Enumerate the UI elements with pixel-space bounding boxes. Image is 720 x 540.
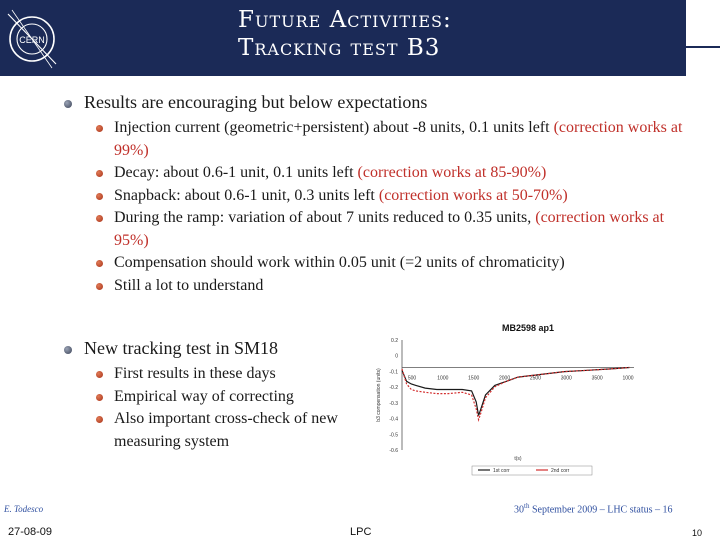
sub-bullet-icon (96, 260, 103, 267)
sub-bullet-understand: Still a lot to understand (62, 275, 702, 298)
sub-bullet-icon (96, 416, 103, 423)
x-tick-label: 2500 (530, 376, 541, 382)
sub-bullet-decay: Decay: about 0.6-1 unit, 0.1 units left … (62, 162, 702, 185)
y-tick-label: -0.4 (389, 417, 398, 423)
footer-center: LPC (350, 526, 372, 538)
series-line-2 (401, 366, 630, 423)
x-tick-label: 1000 (622, 376, 633, 382)
y-tick-label: -0.6 (389, 448, 398, 454)
sub-bullet-compensation: Compensation should work within 0.05 uni… (62, 252, 702, 275)
sub-bullet-icon (96, 215, 103, 222)
y-tick-label: -0.2 (389, 385, 398, 391)
x-tick-label: 1000 (437, 376, 448, 382)
sub-bullet-injection: Injection current (geometric+persistent)… (62, 117, 702, 162)
page-number: 10 (692, 528, 703, 538)
cern-logo: CERN (7, 9, 57, 69)
y-tick-label: -0.5 (389, 432, 398, 438)
x-tick-label: 3500 (592, 376, 603, 382)
sub-bullet-icon (96, 125, 103, 132)
footer-author: E. Todesco (4, 504, 44, 514)
chart-title: MB2598 ap1 (502, 323, 554, 333)
sub-bullet-icon (96, 192, 103, 200)
legend-box (471, 465, 593, 476)
footer-date: 27-08-09 (8, 526, 53, 538)
bullet-icon (64, 346, 72, 354)
y-tick-label: 0 (395, 354, 398, 360)
bullet-new-test: New tracking test in SM18 (62, 337, 702, 359)
chart-svg: MB2598 ap1 0.2 0 -0.1 -0.2 -0.3 -0.4 -0.5 -0.6 50… (376, 323, 634, 476)
b3-chart: MB2598 ap1 0.2 0 -0.1 -0.2 -0.3 -0.4 -0.5 -0.6 50… (368, 318, 668, 490)
sub-bullet-icon (96, 393, 103, 401)
bullet-list: Results are encouraging but below expect… (62, 91, 702, 453)
title-line-2: Tracking test B3 (238, 35, 441, 61)
sub-bullet-cross-check: Also important cross-check of new measur… (62, 408, 354, 453)
legend-label: 2nd corr (551, 468, 570, 474)
bullet-icon (64, 100, 72, 108)
sub-bullet-icon (96, 282, 103, 290)
y-tick-label: -0.3 (389, 401, 398, 407)
y-tick-label: -0.1 (389, 369, 398, 375)
y-tick-label: 0.2 (391, 338, 398, 344)
sub-bullet-icon (96, 170, 103, 177)
sub-bullet-ramp: During the ramp: variation of about 7 un… (62, 207, 702, 252)
svg-text:CERN: CERN (19, 35, 45, 45)
sub-bullet-icon (96, 371, 103, 378)
sub-bullet-empirical: Empirical way of correcting (62, 386, 702, 409)
slide-title: Future Activities: Tracking test B3 (238, 6, 452, 62)
sub-bullet-snapback: Snapback: about 0.6-1 unit, 0.3 units le… (62, 185, 702, 208)
x-tick-label: 2000 (499, 376, 510, 382)
sub-bullet-first-results: First results in these days (62, 363, 702, 386)
bullet-results: Results are encouraging but below expect… (62, 91, 702, 113)
x-tick-label: 3000 (561, 376, 572, 382)
title-bar: CERN Future Activities: Tracking test B3 (0, 0, 686, 76)
header-rule (686, 46, 720, 48)
y-axis-label: b3 compensation (units) (376, 368, 382, 422)
title-line-1: Future Activities: (238, 7, 452, 33)
footer-event: 30th September 2009 – LHC status – 16 (514, 502, 673, 516)
x-tick-label: 1500 (468, 376, 479, 382)
legend-label: 1st corr (493, 468, 510, 474)
x-axis-label: t(s) (514, 456, 522, 462)
x-tick-label: 500 (408, 376, 417, 382)
